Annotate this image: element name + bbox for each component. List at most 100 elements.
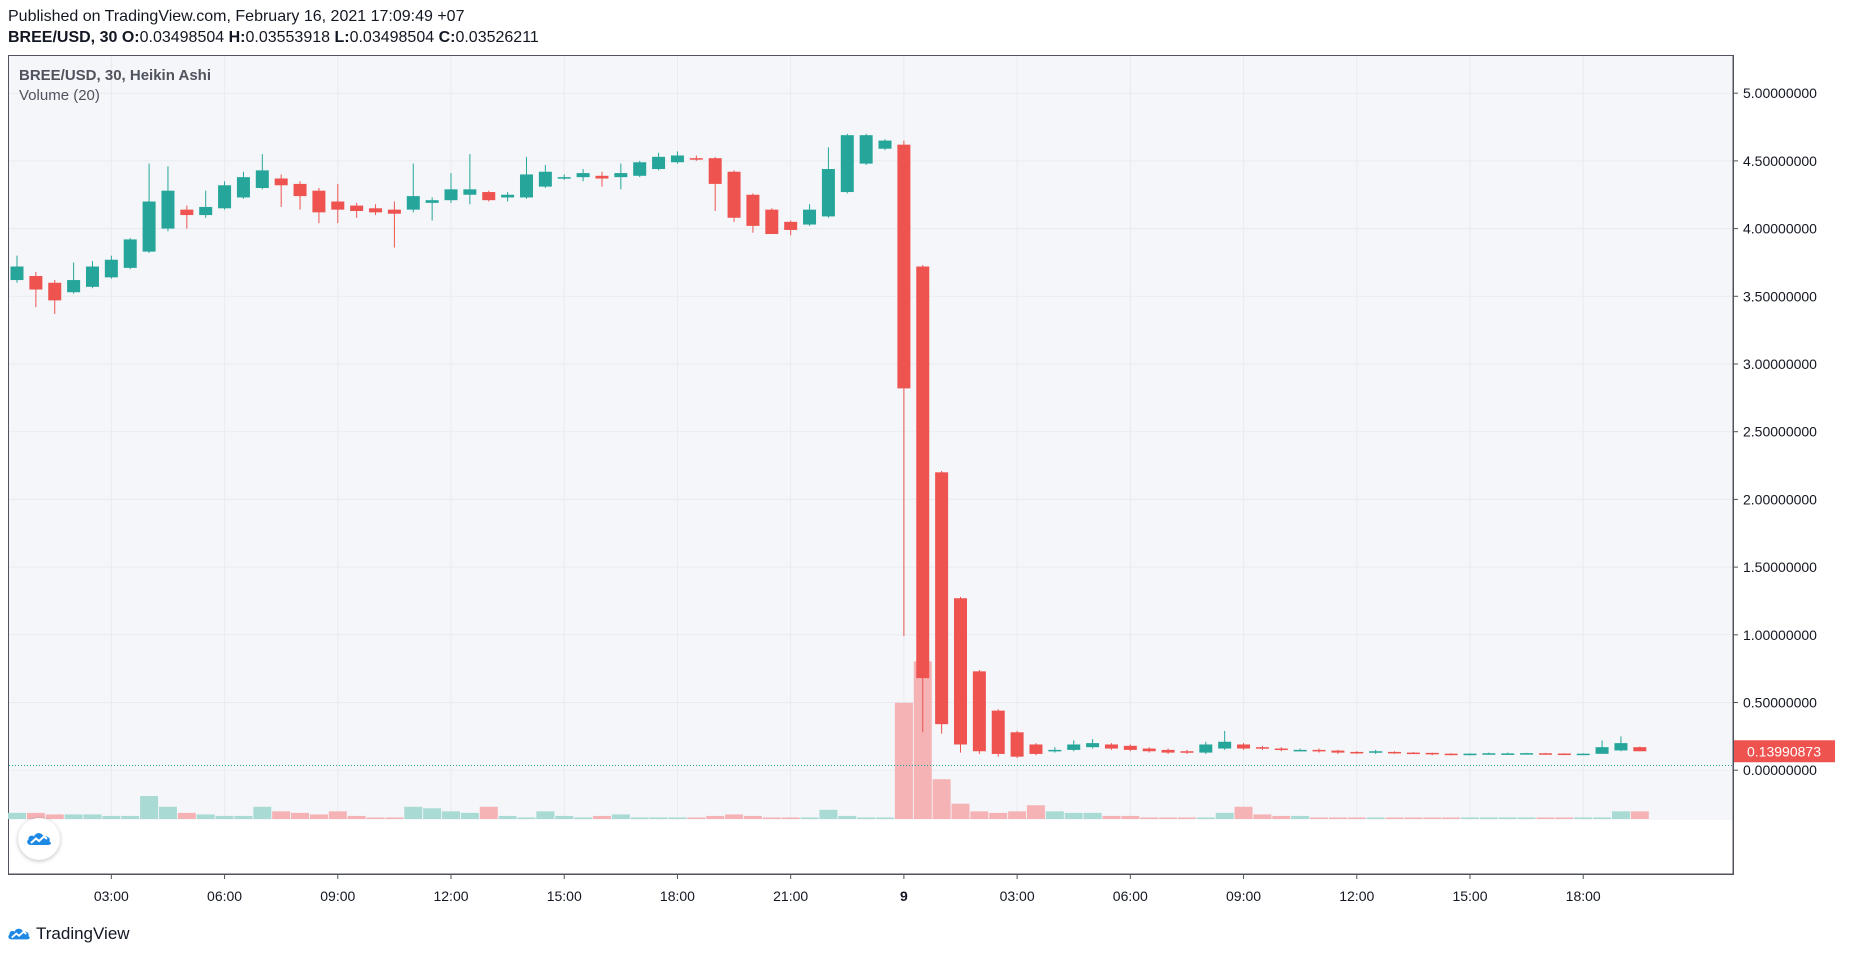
candle-body [1444,753,1458,756]
volume-bar [838,815,857,819]
volume-bar [1460,817,1479,819]
candle-body [1406,752,1420,755]
volume-bar [1159,817,1178,819]
volume-bar [460,812,479,819]
footer-brand-label: TradingView [36,924,130,943]
candle-body [501,194,515,198]
volume-bar [26,812,45,819]
candle-body [29,275,43,290]
high-value: 0.03553918 [245,29,331,46]
x-axis-label: 03:00 [1000,888,1035,904]
volume-bar [1177,817,1196,819]
y-axis-label: 4.50000000 [1743,153,1817,169]
candle-body [180,209,194,216]
y-axis-label: 1.00000000 [1743,627,1817,643]
volume-bar [102,815,121,819]
candle-body [1142,748,1156,752]
volume-bar [121,815,140,819]
volume-bar [1536,817,1555,819]
volume-bar [1083,812,1102,819]
volume-bar [951,803,970,819]
volume-bar [83,814,102,819]
volume-bar [1008,811,1027,819]
x-axis-label: 18:00 [1566,888,1601,904]
volume-bar [743,815,762,819]
volume-bar [253,806,272,819]
volume-bar [1555,817,1574,819]
volume-bar [1442,817,1461,819]
candle-body [784,221,798,230]
volume-bar [45,814,64,819]
last-price-tag [1734,740,1835,763]
candle-body [350,205,364,211]
plot-background [9,56,1733,820]
volume-bar [592,815,611,819]
candle-body [1557,753,1571,756]
candle-body [897,144,911,389]
volume-bar [1121,815,1140,819]
volume-bar [630,817,649,819]
candle-body [1595,747,1609,754]
volume-bar [1517,817,1536,819]
tradingview-badge[interactable] [18,818,60,860]
low-value: 0.03498504 [349,29,435,46]
volume-bar [442,811,461,819]
volume-bar [894,702,913,819]
x-axis-label: 15:00 [547,888,582,904]
candle-body [1614,743,1628,751]
candle-body [1067,744,1081,750]
candle-body [142,201,156,252]
candle-body [878,140,892,149]
low-label: L: [334,29,350,46]
candle-body [557,177,571,179]
candle-body [199,206,213,216]
volume-bar [706,815,725,819]
volume-bar [1630,811,1649,819]
tradingview-cloud-icon [27,833,51,845]
volume-bar [1291,815,1310,819]
volume-bar [1215,812,1234,819]
volume-bar [1479,817,1498,819]
x-axis-label: 09:00 [1226,888,1261,904]
volume-bar [385,817,404,819]
volume-bar [611,814,630,819]
candle-body [1501,753,1515,755]
x-axis-label: 06:00 [207,888,242,904]
volume-bar [819,809,838,819]
candle-body [652,156,666,170]
volume-bar [913,661,932,819]
y-axis-label: 0.00000000 [1743,762,1817,778]
volume-bar [555,815,574,819]
candle-body [161,190,175,229]
volume-bar [574,817,593,819]
volume-bar [1310,817,1329,819]
y-axis-label: 2.50000000 [1743,424,1817,440]
candle-body [1104,744,1118,749]
candle-body [576,173,590,178]
x-axis-label: 03:00 [94,888,129,904]
candle-body [218,185,232,209]
volume-bar [366,817,385,819]
candle-body [482,192,496,201]
x-axis-label: 9 [900,888,908,904]
footer-logo[interactable]: TradingView [6,924,130,944]
candle-body [1218,741,1232,749]
volume-bar [1328,817,1347,819]
candle-body [425,200,439,203]
x-axis-label: 12:00 [1339,888,1374,904]
candle-body [689,158,703,160]
candle-body [746,194,760,226]
candle-body [463,189,477,195]
x-axis-label: 09:00 [320,888,355,904]
volume-bar [536,811,555,819]
high-label: H: [228,29,246,46]
volume-bar [291,812,310,819]
candle-body [1274,748,1288,751]
y-axis-label: 4.00000000 [1743,221,1817,237]
volume-bar [8,812,26,819]
candle-body [614,173,628,178]
published-notice: Published on TradingView.com, February 1… [8,8,465,25]
candle-body [1538,753,1552,755]
y-axis-label: 0.50000000 [1743,695,1817,711]
